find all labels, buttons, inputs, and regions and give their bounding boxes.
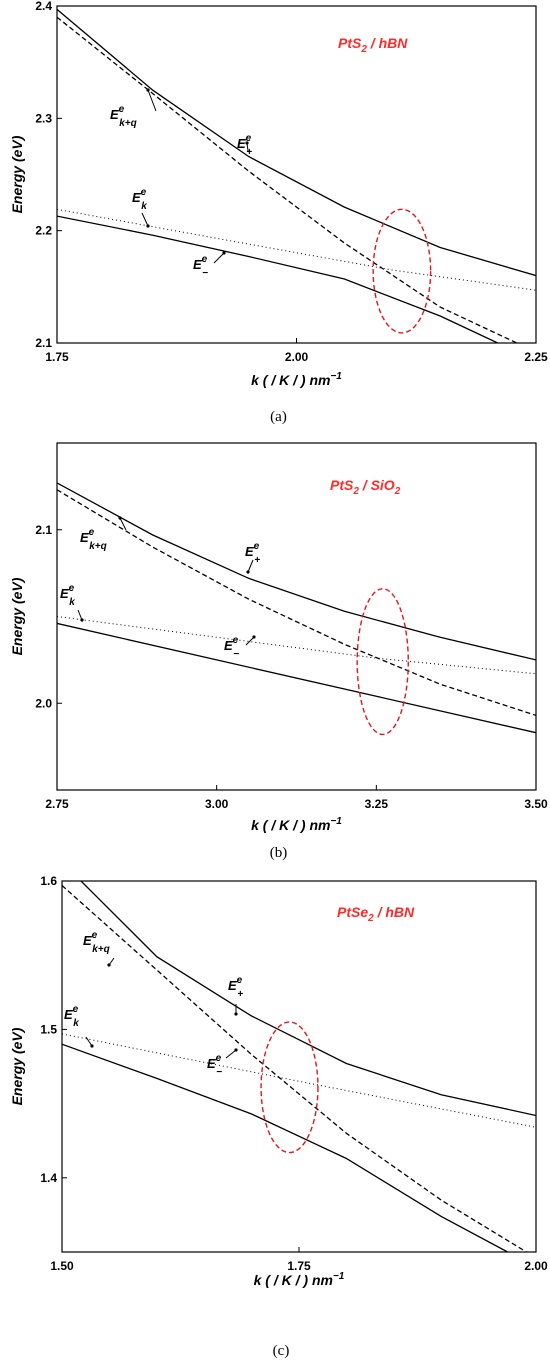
series-line-4 — [57, 215, 498, 343]
y-tick-label: 2.2 — [35, 224, 52, 238]
curve-label-plus: Ee + — [228, 975, 243, 1000]
crossing-highlight-ellipse — [356, 588, 409, 736]
crossing-highlight-ellipse — [372, 208, 432, 334]
x-tick-label: 1.50 — [50, 1259, 74, 1273]
x-tick-label: 1.75 — [45, 350, 69, 364]
curve-label-kq: Ee k+q — [83, 930, 110, 955]
y-axis-label: Energy (eV) — [9, 1027, 25, 1105]
x-axis-label: k ( / K / ) nm−1 — [254, 1271, 345, 1288]
arrow-head — [246, 570, 250, 574]
y-tick-label: 2.4 — [35, 0, 52, 13]
series-group — [62, 881, 536, 1252]
y-tick-label: 1.6 — [40, 874, 57, 888]
series-line-1 — [57, 482, 536, 661]
series-line-3 — [57, 616, 536, 675]
y-tick-label: 1.5 — [40, 1022, 57, 1036]
crossing-highlight-ellipse — [260, 1021, 319, 1154]
curve-label-plus: Ee + — [237, 133, 252, 158]
arrow-head — [118, 516, 122, 520]
chart-panel-1: 1.75 2.00 2.25 2.1 2.2 2.3 2.4 PtS2 / hBN Ee k+q E… — [9, 0, 548, 425]
curve-label-k: Ee k — [64, 1004, 79, 1029]
curve-label-arrow — [247, 559, 254, 573]
y-tick-label: 2.1 — [35, 523, 52, 537]
y-tick-label: 1.4 — [40, 1171, 57, 1185]
curve-label-arrow — [119, 517, 127, 531]
x-tick-label: 1.75 — [287, 1259, 311, 1273]
series-line-4 — [62, 1043, 508, 1252]
curve-label-minus: Ee − — [193, 254, 208, 279]
plot-frame — [61, 880, 537, 1253]
chart-title: PtSe2 / hBN — [337, 904, 415, 924]
series-line-3 — [57, 208, 536, 291]
y-tick-label: 2.1 — [35, 336, 52, 350]
arrow-head — [245, 141, 249, 145]
x-tick-label: 3.50 — [524, 797, 548, 811]
arrow-head — [146, 88, 150, 92]
arrow-head — [222, 251, 226, 255]
panel-caption: (b) — [270, 845, 288, 861]
series-line-2 — [57, 16, 518, 343]
curve-label-kq: Ee k+q — [80, 527, 107, 552]
chart-panel-3: 1.50 1.75 2.00 1.4 1.5 1.6 PtSe2 / hBN Ee k+q Ee +… — [9, 874, 548, 1359]
curve-label-k: Ee k — [132, 187, 147, 212]
curve-label-arrow — [85, 1036, 93, 1047]
arrow-head — [146, 224, 150, 228]
curve-label-minus: Ee − — [207, 1053, 222, 1078]
x-tick-label: 2.25 — [524, 350, 548, 364]
arrow-head — [234, 1048, 238, 1052]
curve-label-arrow — [213, 252, 225, 264]
curve-label-arrow — [147, 89, 157, 112]
curve-label-arrow — [141, 212, 149, 227]
x-tick-label: 2.00 — [524, 1259, 548, 1273]
arrow-head — [252, 635, 256, 639]
x-tick-label: 3.25 — [365, 797, 389, 811]
curve-label-minus: Ee − — [224, 635, 239, 660]
series-line-3 — [62, 1033, 536, 1128]
y-axis-label: Energy (eV) — [9, 577, 25, 655]
chart-panel-2: 2.75 3.00 3.25 3.50 2.0 2.1 PtS2 / SiO2 Ee k+q Ee… — [9, 442, 548, 861]
arrow-head — [234, 1012, 238, 1016]
chart-title: PtS2 / hBN — [338, 35, 408, 55]
x-tick-label: 2.00 — [285, 350, 309, 364]
arrow-head — [90, 1044, 94, 1048]
series-line-2 — [57, 489, 536, 717]
x-tick-label: 3.00 — [205, 797, 229, 811]
x-axis-label: k ( / K / ) nm−1 — [251, 371, 342, 388]
arrow-head — [80, 618, 84, 622]
curve-label-arrow — [225, 1049, 237, 1059]
series-line-2 — [62, 885, 527, 1252]
curve-label-plus: Ee + — [245, 541, 260, 566]
curve-label-kq: Ee k+q — [110, 104, 137, 129]
series-line-1 — [57, 8, 536, 277]
plot-frame — [56, 442, 537, 791]
x-tick-label: 2.75 — [45, 797, 69, 811]
curve-label-k: Ee k — [60, 583, 75, 608]
curve-label-arrow — [245, 636, 255, 646]
series-line-4 — [57, 622, 536, 734]
panel-caption: (a) — [270, 409, 287, 425]
series-group — [57, 8, 536, 343]
chart-title: PtS2 / SiO2 — [330, 477, 401, 497]
y-tick-label: 2.3 — [35, 111, 52, 125]
arrow-head — [107, 963, 111, 967]
curve-label-arrow — [77, 609, 83, 621]
plot-frame — [56, 5, 537, 344]
y-tick-label: 2.0 — [35, 696, 52, 710]
y-axis-label: Energy (eV) — [9, 135, 25, 213]
x-axis-label: k ( / K / ) nm−1 — [251, 816, 342, 833]
series-line-1 — [80, 881, 536, 1117]
panel-caption: (c) — [273, 1343, 290, 1359]
series-group — [57, 482, 536, 734]
